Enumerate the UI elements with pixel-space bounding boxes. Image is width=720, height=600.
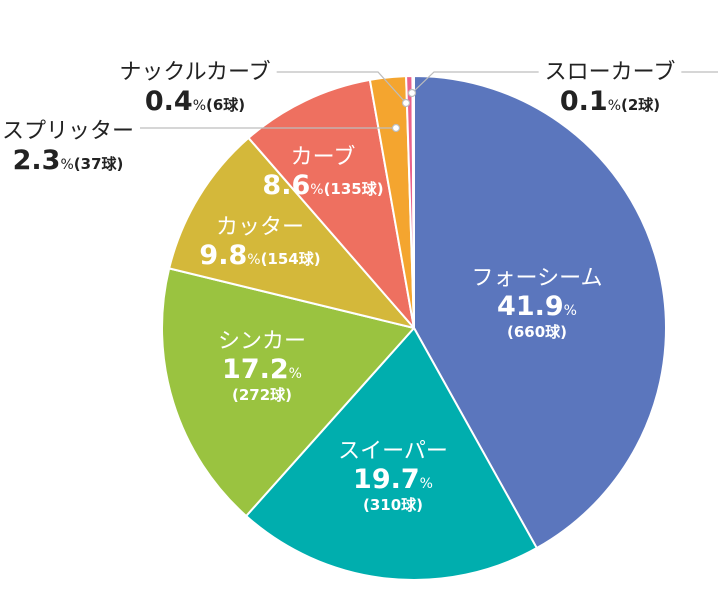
- slice-percent-label: 9.8%(154球): [199, 240, 320, 271]
- slice-percent-label: 2.3%(37球): [13, 145, 124, 176]
- slice-name-label: ナックルカーブ: [119, 60, 270, 85]
- label-background: [0, 117, 141, 146]
- slice-3-wedge: [168, 136, 415, 329]
- slice-name-label: カーブ: [291, 145, 356, 170]
- slice-percent-label: 0.4%(6球): [145, 86, 245, 117]
- slice-7-wedge: [411, 74, 415, 329]
- slice-0-wedge: [413, 75, 667, 550]
- slice-count-label: (660球): [507, 323, 567, 341]
- label-background: [113, 58, 277, 87]
- slice-percent-label: 19.7%: [353, 464, 433, 495]
- slice-percent-label: 17.2%: [222, 354, 302, 385]
- slice-name-label: フォーシーム: [472, 266, 603, 291]
- pie-slices: [161, 74, 667, 581]
- label-background: [538, 58, 682, 87]
- slice-count-label: (272球): [232, 386, 292, 404]
- leader-dot: [407, 88, 417, 98]
- slice-name-label: カッター: [216, 215, 304, 240]
- slice-name-label: シンカー: [218, 329, 306, 354]
- slice-percent-label: 8.6%(135球): [262, 170, 383, 201]
- slice-percent-label: 41.9%: [497, 291, 577, 322]
- slice-name-label: スローカーブ: [545, 60, 676, 85]
- slice-name-label: スイーパー: [338, 439, 448, 464]
- slice-4-wedge: [247, 78, 415, 329]
- slice-percent-label: 0.1%(2球): [560, 86, 660, 117]
- leader-dot: [401, 98, 411, 108]
- slice-name-label: スプリッター: [2, 119, 134, 144]
- leader-dot: [391, 123, 401, 133]
- slice-count-label: (310球): [363, 496, 423, 514]
- slice-2-wedge: [161, 267, 415, 517]
- slice-1-wedge: [245, 327, 538, 581]
